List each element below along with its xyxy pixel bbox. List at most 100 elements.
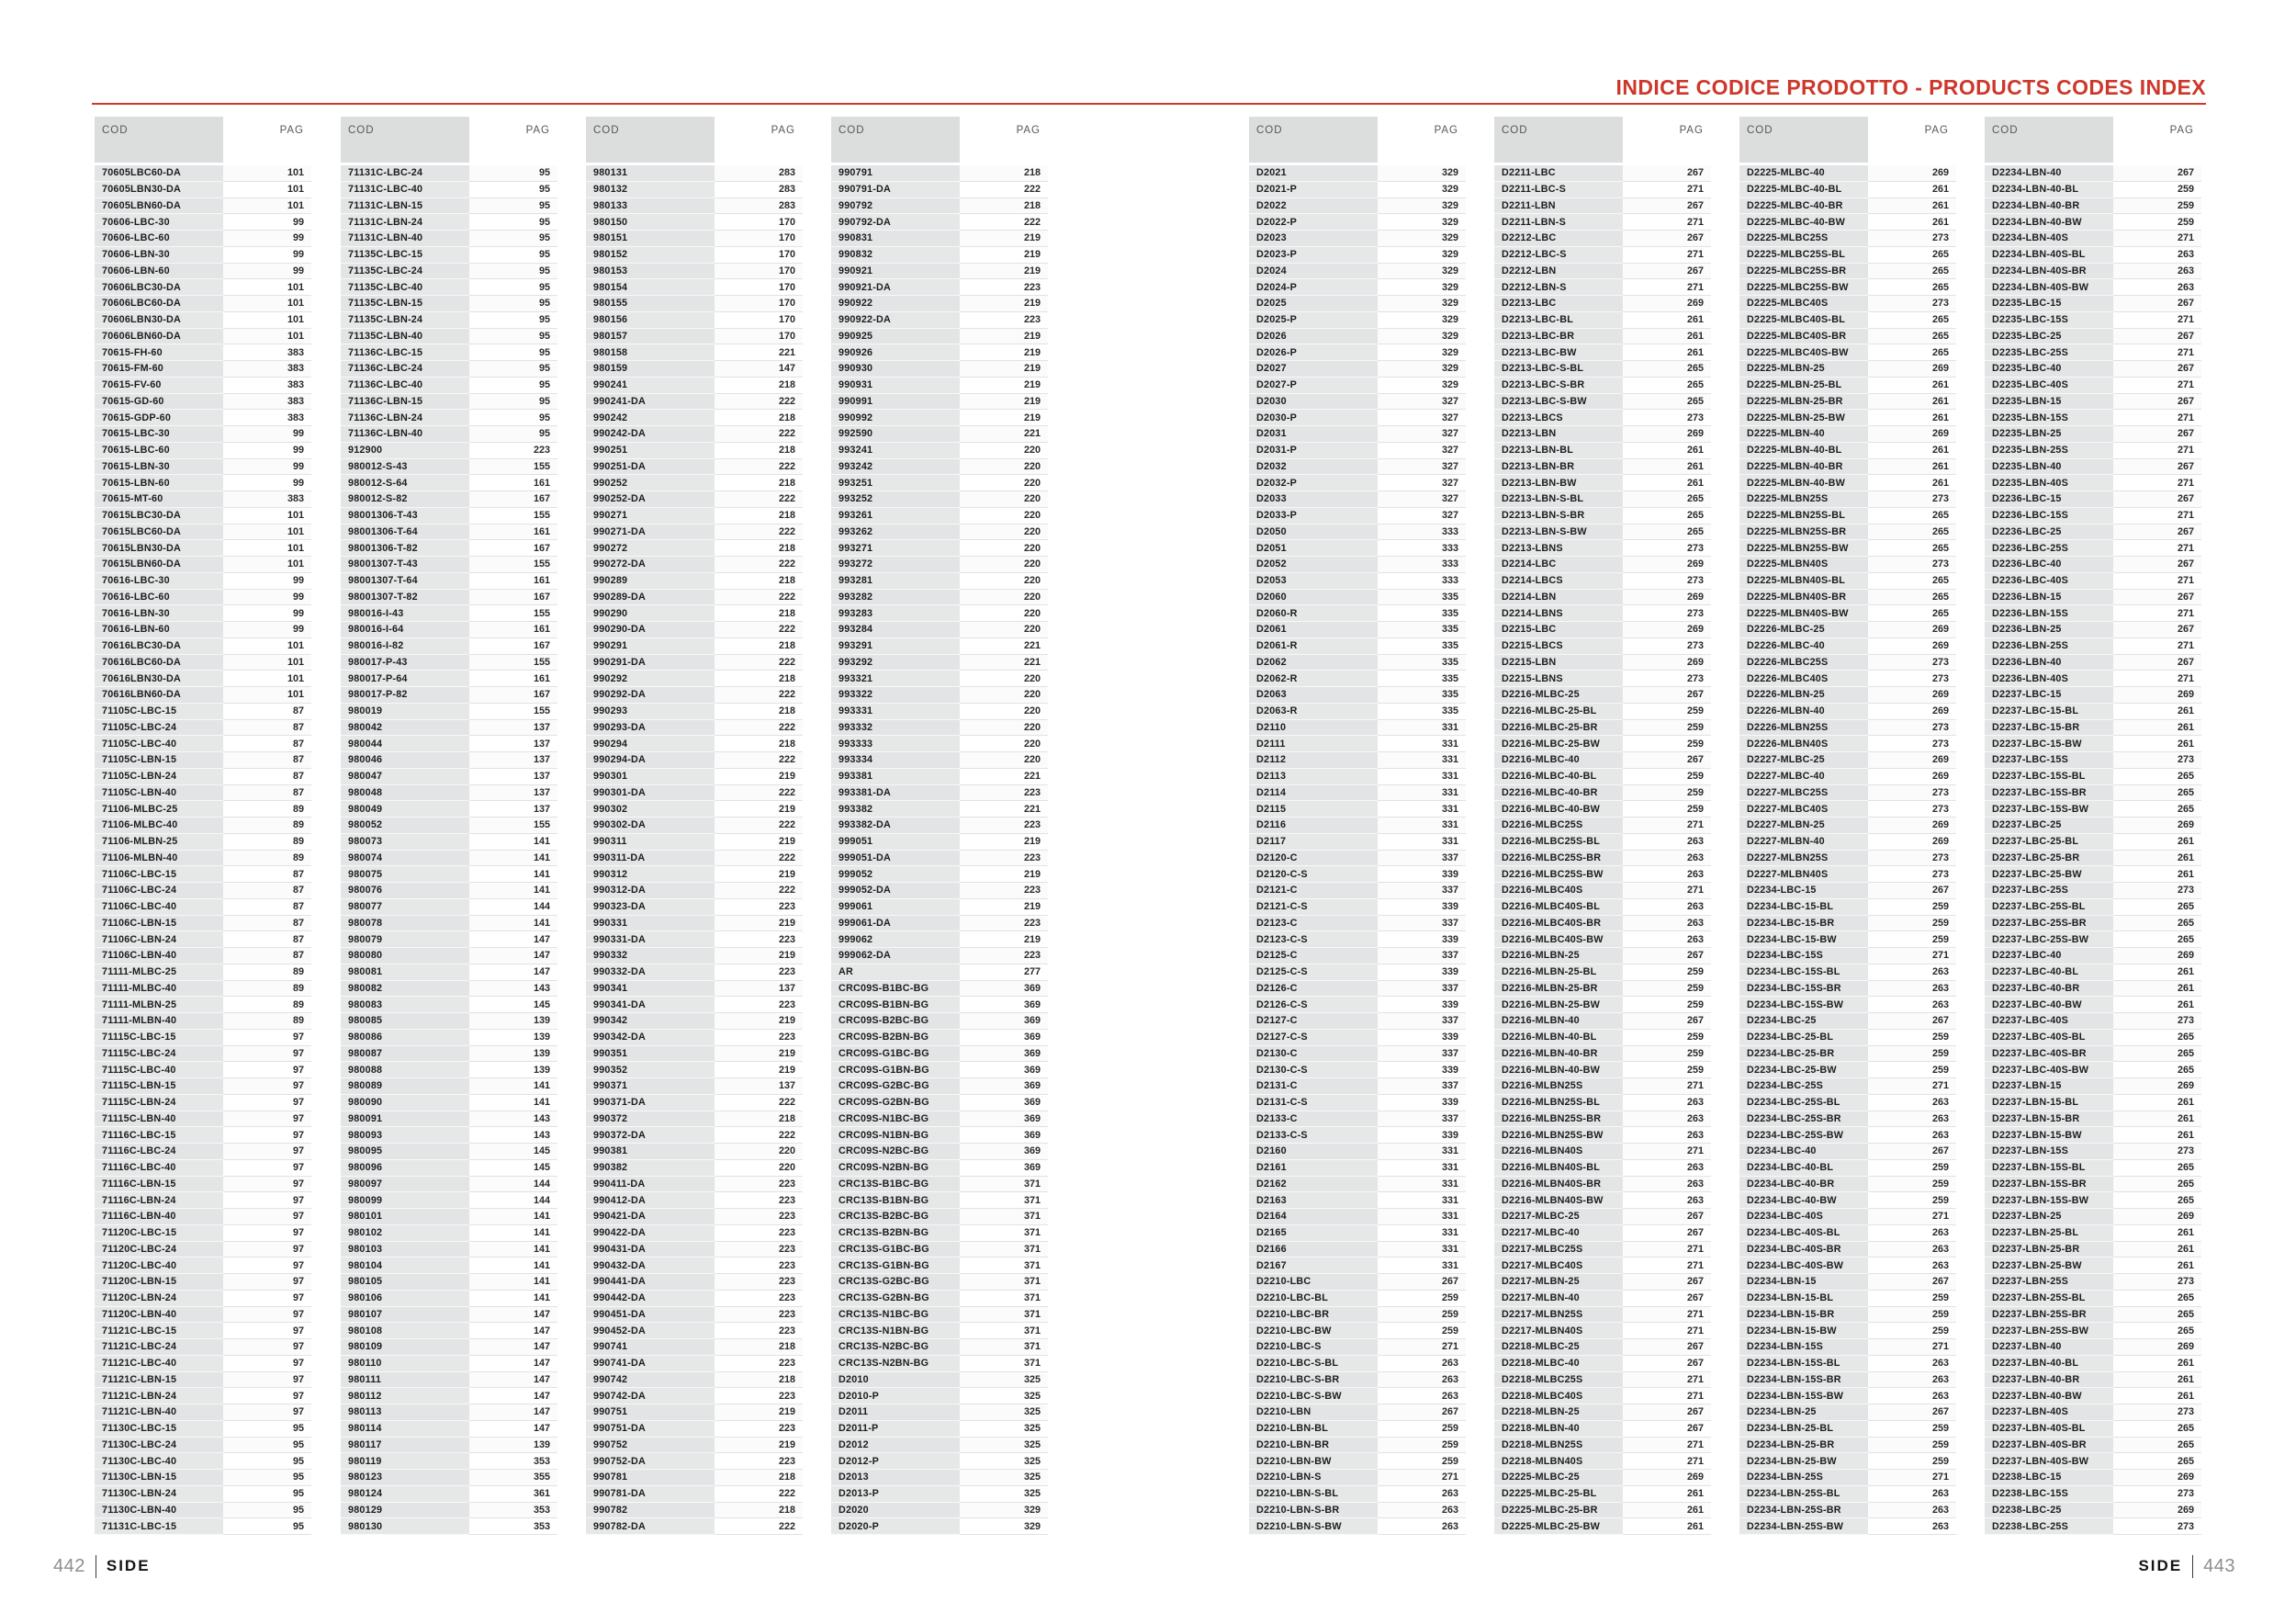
index-row: D2051 333 [1249, 540, 1466, 557]
product-code: D2225-MLBN25S-BW [1739, 540, 1868, 557]
product-code: 70615-MT-60 [95, 491, 223, 508]
product-code: 98001307-T-82 [341, 589, 469, 606]
index-row: 990752 219 [586, 1437, 803, 1454]
index-row: 980155 170 [586, 296, 803, 312]
product-code: 70605LBC60-DA [95, 165, 223, 182]
product-code: 990926 [831, 344, 960, 361]
index-row: 71116C-LBC-40 97 [95, 1159, 311, 1177]
index-row: 993272 220 [831, 557, 1048, 573]
product-code: D2216-MLBC40S-BL [1494, 898, 1623, 916]
page-ref: 141 [469, 1241, 557, 1258]
index-row: 993261 220 [831, 507, 1048, 524]
product-code: 980087 [341, 1045, 469, 1063]
page-ref: 325 [960, 1371, 1048, 1389]
index-row: 71106C-LBN-15 87 [95, 915, 311, 932]
index-row: 980079 147 [341, 931, 557, 948]
index-row: 990422-DA 223 [586, 1224, 803, 1242]
index-row: D2021 329 [1249, 165, 1466, 182]
index-row: D2234-LBN-25-BL 259 [1739, 1420, 1956, 1438]
page-ref: 141 [469, 1078, 557, 1095]
index-row: 71115C-LBN-24 97 [95, 1094, 311, 1111]
product-code: 980012-S-43 [341, 458, 469, 476]
product-code: 999052-DA [831, 883, 960, 899]
page-ref: 261 [1623, 1485, 1711, 1503]
index-row: D2237-LBC-40 269 [1985, 948, 2201, 964]
index-row: 999052-DA 223 [831, 883, 1048, 899]
product-code: D2011-P [831, 1420, 960, 1438]
index-row: 990289-DA 222 [586, 589, 803, 606]
index-row: D2052 333 [1249, 557, 1466, 573]
index-row: 70616LBN30-DA 101 [95, 671, 311, 687]
product-code: D2234-LBN-15-BR [1739, 1306, 1868, 1324]
index-row: D2234-LBN-15 267 [1739, 1274, 1956, 1291]
product-code: 71115C-LBN-24 [95, 1094, 223, 1111]
index-row: D2216-MLBN-40-BR 259 [1494, 1045, 1711, 1063]
product-code: D2226-MLBN-40 [1739, 703, 1868, 720]
product-code: D2123-C [1249, 915, 1378, 932]
product-code: 98001306-T-43 [341, 507, 469, 524]
pag-header-label: PAG [1924, 125, 1949, 136]
product-code: D2235-LBC-40 [1985, 361, 2113, 378]
product-code: D2216-MLBN-40-BW [1494, 1062, 1623, 1078]
index-row: D2234-LBN-15-BL 259 [1739, 1290, 1956, 1307]
index-row: 71121C-LBN-40 97 [95, 1404, 311, 1421]
index-row: 71121C-LBN-15 97 [95, 1371, 311, 1389]
index-row: D2234-LBC-40S-BL 263 [1739, 1224, 1956, 1242]
index-row: 980129 353 [341, 1502, 557, 1519]
index-row: D2237-LBC-40S-BW 265 [1985, 1062, 2201, 1078]
index-row: CRC09S-G2BN-BG 369 [831, 1094, 1048, 1111]
product-code: D2218-MLBN-40 [1494, 1420, 1623, 1438]
page-ref: 222 [715, 1518, 803, 1535]
product-code: 70606LBC30-DA [95, 279, 223, 296]
index-row: D2225-MLBC-25-BL 261 [1494, 1485, 1711, 1503]
index-row: 993284 220 [831, 622, 1048, 638]
product-code: D2216-MLBN40S-BR [1494, 1176, 1623, 1193]
product-code: 993283 [831, 605, 960, 622]
page-ref: 222 [715, 654, 803, 671]
product-code: D2234-LBN-40S-BR [1985, 263, 2113, 280]
product-code: D2022 [1249, 197, 1378, 215]
page-ref: 89 [223, 801, 311, 818]
product-code: 990271-DA [586, 524, 715, 541]
page-ref: 329 [1378, 231, 1466, 247]
index-row: D2225-MLBN40S-BW 265 [1739, 605, 1956, 622]
page-ref: 259 [1623, 980, 1711, 998]
product-code: D2227-MLBN-25 [1739, 818, 1868, 834]
page-ref: 265 [2113, 784, 2201, 802]
product-code: 98001307-T-64 [341, 572, 469, 590]
page-ref: 267 [1868, 1144, 1956, 1160]
index-row: 70616LBC60-DA 101 [95, 654, 311, 671]
index-row: 71115C-LBN-40 97 [95, 1111, 311, 1128]
product-code: 980131 [586, 165, 715, 182]
product-code: D2234-LBC-15-BL [1739, 898, 1868, 916]
page-ref: 339 [1378, 1062, 1466, 1078]
index-row: D2212-LBC 267 [1494, 231, 1711, 247]
pag-header-label: PAG [525, 125, 550, 136]
product-code: D2237-LBN-15-BW [1985, 1127, 2113, 1144]
page-ref: 218 [715, 1339, 803, 1356]
product-code: CRC09S-B1BN-BG [831, 997, 960, 1013]
page-ref: 220 [960, 572, 1048, 590]
index-row: 980048 137 [341, 784, 557, 802]
index-row: 980016-I-82 167 [341, 637, 557, 655]
index-row: D2237-LBN-15-BW 261 [1985, 1127, 2201, 1144]
page-ref: 263 [1623, 931, 1711, 948]
index-row: D2234-LBN-40S 271 [1985, 231, 2201, 247]
index-row: 71130C-LBN-40 95 [95, 1502, 311, 1519]
index-row: CRC13S-B1BC-BG 371 [831, 1176, 1048, 1193]
page-ref: 139 [469, 1029, 557, 1046]
pag-header-label: PAG [771, 125, 795, 136]
index-row: D2114 331 [1249, 784, 1466, 802]
product-code: CRC09S-G2BC-BG [831, 1078, 960, 1095]
index-row: 71106-MLBN-25 89 [95, 833, 311, 851]
index-row: D2063 335 [1249, 687, 1466, 704]
product-code: D2225-MLBN-25 [1739, 361, 1868, 378]
page-ref: 144 [469, 898, 557, 916]
index-row: 993252 220 [831, 491, 1048, 508]
index-row: D2212-LBC-S 271 [1494, 246, 1711, 264]
index-row: 980106 141 [341, 1290, 557, 1307]
product-code: 71105C-LBC-15 [95, 703, 223, 720]
index-column-8: COD PAG D2234-LBN-40 267 D2234-LBN-40-BL 259 D… [1985, 117, 2201, 1535]
product-code: 70616-LBN-60 [95, 622, 223, 638]
page-ref: 261 [2113, 719, 2201, 737]
